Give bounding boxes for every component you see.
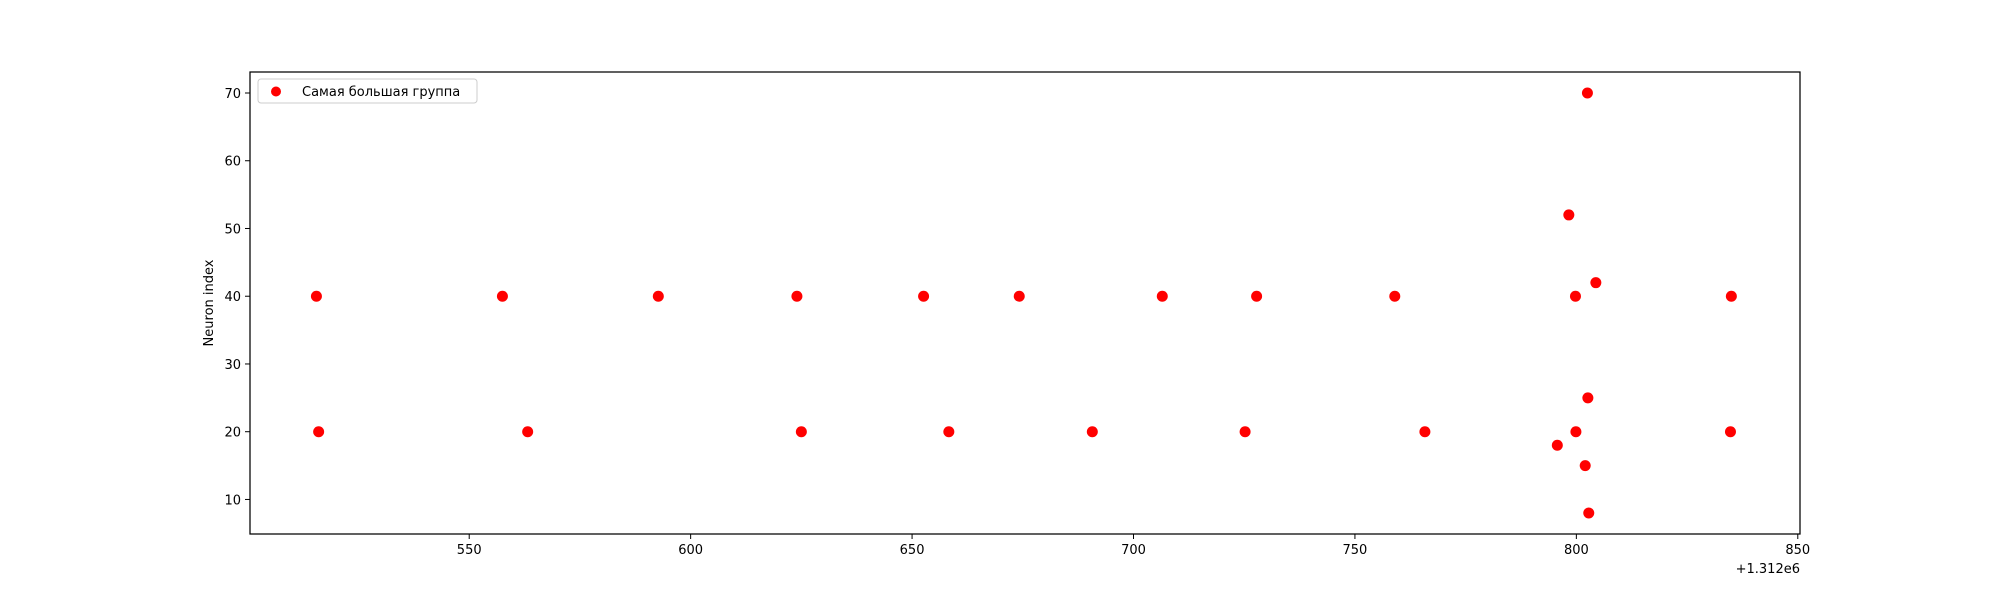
legend-box	[257, 78, 478, 104]
y-tick-label: 40	[224, 290, 241, 305]
data-point	[652, 290, 664, 302]
data-point	[1013, 290, 1025, 302]
data-point	[1389, 290, 1401, 302]
plot-area	[249, 71, 1801, 535]
data-point	[1583, 507, 1595, 519]
y-tick-label: 70	[224, 87, 241, 102]
data-point	[1582, 392, 1594, 404]
data-point	[1725, 290, 1737, 302]
data-point	[1251, 290, 1263, 302]
x-offset-label: +1.312e6	[1736, 562, 1800, 577]
data-point	[1570, 426, 1582, 438]
y-tick-label: 50	[224, 222, 241, 237]
y-axis-label: Neuron index	[202, 259, 217, 346]
data-point	[313, 426, 325, 438]
data-point	[1086, 426, 1098, 438]
data-point	[1569, 290, 1581, 302]
x-tick-label: 550	[457, 543, 482, 558]
x-tick-label: 650	[900, 543, 925, 558]
y-axis-ticks: 10 20 30 40 50 60 70	[224, 87, 250, 508]
data-point	[1579, 460, 1591, 472]
data-point	[310, 290, 322, 302]
x-axis-ticks: 550 600 650 700 750 800 850	[457, 534, 1810, 558]
data-point	[791, 290, 803, 302]
legend-marker	[271, 86, 281, 97]
data-point	[1551, 439, 1563, 451]
y-tick-label: 20	[224, 426, 241, 441]
data-points	[310, 87, 1737, 519]
data-point	[522, 426, 534, 438]
data-point	[795, 426, 807, 438]
data-point	[1724, 426, 1736, 438]
data-point	[1239, 426, 1251, 438]
data-point	[918, 290, 930, 302]
data-point	[1156, 290, 1168, 302]
legend: Самая большая группа	[257, 78, 478, 104]
x-tick-label: 850	[1785, 543, 1810, 558]
legend-label: Самая большая группа	[302, 85, 460, 100]
x-tick-label: 750	[1343, 543, 1368, 558]
data-point	[943, 426, 955, 438]
x-tick-label: 700	[1121, 543, 1146, 558]
axes-frame	[249, 71, 1801, 535]
data-point	[1590, 277, 1602, 289]
x-tick-label: 600	[678, 543, 703, 558]
y-tick-label: 30	[224, 358, 241, 373]
data-point	[1419, 426, 1431, 438]
data-point	[496, 290, 508, 302]
y-tick-label: 10	[224, 493, 241, 508]
y-tick-label: 60	[224, 155, 241, 170]
x-tick-label: 800	[1564, 543, 1589, 558]
data-point	[1563, 209, 1575, 221]
data-point	[1581, 87, 1593, 99]
